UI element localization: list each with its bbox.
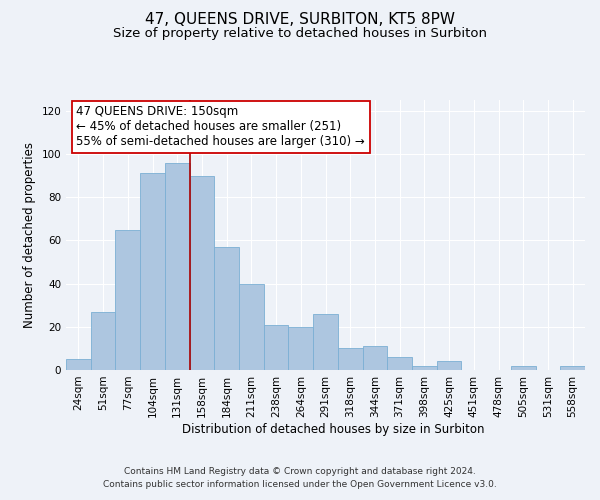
Bar: [511, 366, 536, 370]
Bar: [362, 346, 387, 370]
Bar: [91, 312, 115, 370]
Bar: [313, 314, 338, 370]
Y-axis label: Number of detached properties: Number of detached properties: [23, 142, 36, 328]
Bar: [190, 176, 214, 370]
Text: Contains public sector information licensed under the Open Government Licence v3: Contains public sector information licen…: [103, 480, 497, 489]
Bar: [289, 327, 313, 370]
Bar: [115, 230, 140, 370]
Bar: [560, 366, 585, 370]
Bar: [338, 348, 362, 370]
Bar: [140, 174, 165, 370]
Text: Size of property relative to detached houses in Surbiton: Size of property relative to detached ho…: [113, 28, 487, 40]
Bar: [239, 284, 264, 370]
Text: Contains HM Land Registry data © Crown copyright and database right 2024.: Contains HM Land Registry data © Crown c…: [124, 468, 476, 476]
Bar: [437, 362, 461, 370]
Text: Distribution of detached houses by size in Surbiton: Distribution of detached houses by size …: [182, 422, 484, 436]
Bar: [214, 247, 239, 370]
Bar: [264, 324, 289, 370]
Bar: [387, 357, 412, 370]
Bar: [165, 162, 190, 370]
Text: 47 QUEENS DRIVE: 150sqm
← 45% of detached houses are smaller (251)
55% of semi-d: 47 QUEENS DRIVE: 150sqm ← 45% of detache…: [76, 106, 365, 148]
Bar: [66, 359, 91, 370]
Bar: [412, 366, 437, 370]
Text: 47, QUEENS DRIVE, SURBITON, KT5 8PW: 47, QUEENS DRIVE, SURBITON, KT5 8PW: [145, 12, 455, 28]
